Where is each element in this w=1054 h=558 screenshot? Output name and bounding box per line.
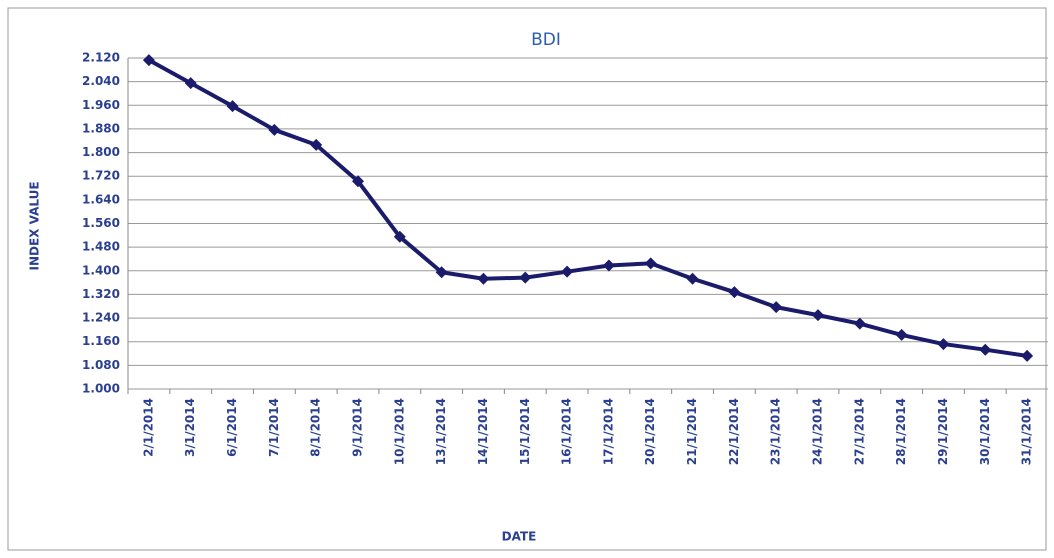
y-tick-label: 2.120 [82, 51, 120, 65]
y-tick-label: 1.320 [82, 287, 120, 301]
x-tick-label: 13/1/2014 [434, 398, 448, 465]
x-tick-label: 30/1/2014 [978, 398, 992, 465]
y-tick-label: 1.640 [82, 192, 120, 206]
x-tick-label: 7/1/2014 [267, 398, 281, 457]
y-tick-label: 1.240 [82, 311, 120, 325]
y-tick-label: 1.720 [82, 169, 120, 183]
chart: BDI INDEX VALUE DATE 1.000 1.080 1.160 1.24… [0, 0, 1054, 558]
y-tick-label: 1.400 [82, 263, 120, 277]
y-tick-label: 1.480 [82, 240, 120, 254]
x-tick-label: 24/1/2014 [811, 398, 825, 465]
x-tick-label: 14/1/2014 [476, 398, 490, 465]
y-tick-label: 1.000 [82, 382, 120, 396]
x-tick-label: 8/1/2014 [309, 398, 323, 457]
x-tick-label: 6/1/2014 [225, 398, 239, 457]
y-tick-label: 1.880 [82, 121, 120, 135]
x-tick-label: 9/1/2014 [351, 398, 365, 457]
x-tick-label: 21/1/2014 [685, 398, 699, 465]
x-tick-label: 20/1/2014 [643, 398, 657, 465]
x-tick-label: 28/1/2014 [894, 398, 908, 465]
y-tick-label: 1.160 [82, 334, 120, 348]
x-tick-label: 16/1/2014 [560, 398, 574, 465]
y-tick-label: 2.040 [82, 74, 120, 88]
y-axis-label: INDEX VALUE [28, 181, 42, 270]
y-tick-label: 1.800 [82, 145, 120, 159]
y-tick-label: 1.960 [82, 98, 120, 112]
x-tick-label: 15/1/2014 [518, 398, 532, 465]
x-tick-label: 10/1/2014 [392, 398, 406, 465]
x-tick-label: 3/1/2014 [183, 398, 197, 457]
x-tick-label: 27/1/2014 [852, 398, 866, 465]
chart-title: BDI [531, 30, 561, 50]
x-tick-label: 31/1/2014 [1020, 398, 1034, 465]
x-tick-label: 22/1/2014 [727, 398, 741, 465]
y-tick-label: 1.080 [82, 358, 120, 372]
x-axis-label: DATE [502, 530, 537, 544]
x-tick-label: 17/1/2014 [601, 398, 615, 465]
x-tick-label: 23/1/2014 [769, 398, 783, 465]
y-tick-label: 1.560 [82, 216, 120, 230]
x-tick-label: 2/1/2014 [141, 398, 155, 457]
x-tick-label: 29/1/2014 [936, 398, 950, 465]
